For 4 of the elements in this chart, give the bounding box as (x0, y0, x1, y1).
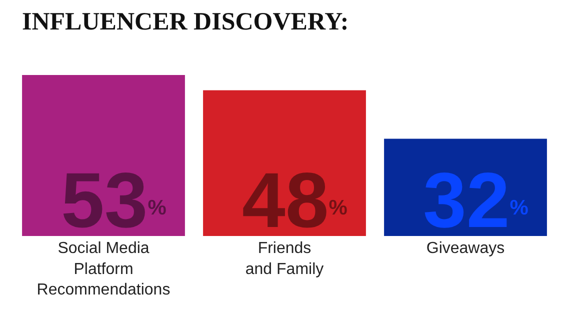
x-tick-label: Social Media Platform Recommendations (36, 240, 170, 299)
x-tick-label: Friends and Family (245, 240, 324, 278)
chart-title: INFLUENCER DISCOVERY: (22, 8, 349, 36)
x-tick-label: Giveaways (426, 240, 505, 257)
